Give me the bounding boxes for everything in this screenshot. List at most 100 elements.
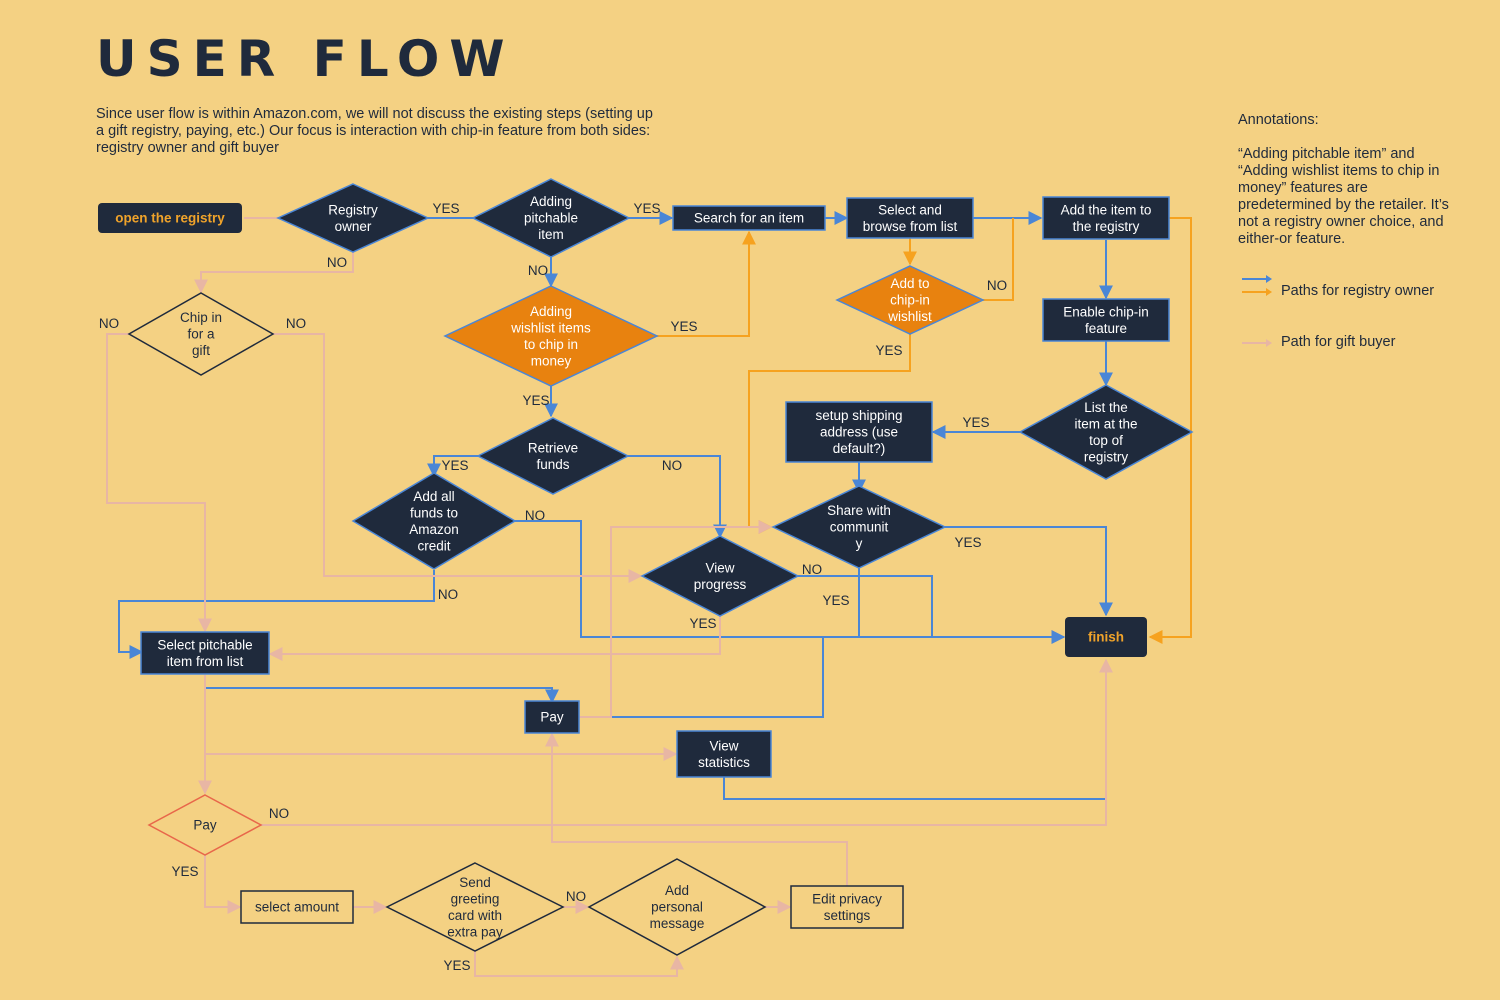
node-add-to-registry-label: the registry: [1073, 219, 1140, 234]
node-pay-buyer: Pay: [147, 794, 263, 856]
connector-blue: [427, 455, 478, 478]
node-pay-buyer-shape: [147, 794, 263, 856]
node-edit-privacy-label: Edit privacy: [812, 891, 882, 906]
connector-orange: [1148, 217, 1192, 644]
node-search-item-label: Search for an item: [694, 211, 804, 226]
edge-label-yes: YES: [441, 458, 468, 473]
node-list-top-label: registry: [1084, 449, 1129, 464]
node-pay-buyer-label: Pay: [193, 818, 217, 833]
edge-label-yes: YES: [670, 319, 697, 334]
node-select-amount-label: select amount: [255, 900, 339, 915]
page-title: USER FLOW: [96, 30, 515, 88]
edge-label-no: NO: [802, 562, 822, 577]
edge-label-yes: YES: [875, 343, 902, 358]
node-add-to-registry: Add the item to the registry: [1042, 196, 1170, 240]
node-view-progress-label: View: [705, 560, 734, 575]
edge-label-no: NO: [528, 263, 548, 278]
node-registry-owner-label: owner: [335, 219, 372, 234]
node-retrieve-funds-label: funds: [536, 457, 569, 472]
node-add-funds-credit-label: credit: [417, 538, 450, 553]
node-enable-chipin-shape: [1042, 298, 1170, 342]
node-edit-privacy: Edit privacy settings: [790, 885, 904, 929]
node-registry-owner-shape: [276, 183, 430, 253]
node-send-greeting-label: card with: [448, 908, 502, 923]
node-open-registry-label: open the registry: [115, 211, 225, 226]
legend-owner: Paths for registry owner: [1281, 283, 1435, 299]
node-registry-owner-label: Registry: [328, 202, 378, 217]
node-select-pitchable-shape: [140, 631, 270, 675]
edge-label-no: NO: [438, 587, 458, 602]
edge-label-no: NO: [269, 806, 289, 821]
node-enable-chipin-label: feature: [1085, 321, 1127, 336]
connector-blue: [628, 455, 727, 539]
node-view-statistics: View statistics: [676, 730, 772, 778]
connector-pink: [261, 658, 1113, 826]
node-view-progress-shape: [640, 535, 800, 617]
node-search-item: Search for an item: [672, 205, 826, 231]
node-add-message-label: personal: [651, 900, 703, 915]
node-add-to-registry-label: Add the item to: [1061, 202, 1152, 217]
node-view-progress: View progress: [640, 535, 800, 617]
node-adding-pitchable-label: item: [538, 227, 564, 242]
node-list-top-label: item at the: [1074, 416, 1137, 431]
node-add-chipin-wishlist-shape: [835, 265, 985, 335]
connector-blue: [723, 777, 1106, 800]
node-view-progress-label: progress: [694, 577, 747, 592]
node-retrieve-funds-shape: [476, 417, 630, 495]
annotations-heading: Annotations:: [1238, 112, 1319, 128]
node-pay-owner-shape: [524, 700, 580, 734]
node-finish-shape: [1065, 617, 1147, 657]
connector-blue: [945, 526, 1113, 617]
node-finish-label: finish: [1088, 630, 1124, 645]
edge-label-yes: YES: [822, 593, 849, 608]
edge-label-yes: YES: [689, 616, 716, 631]
node-add-message-label: Add: [665, 883, 689, 898]
node-add-message-label: message: [650, 916, 705, 931]
node-edit-privacy-shape: [790, 885, 904, 929]
annotations-panel: Annotations: “Adding pitchable item” and…: [1238, 112, 1463, 265]
node-pay-owner: Pay: [524, 700, 580, 734]
edge-label-yes: YES: [171, 864, 198, 879]
edge-label-no: NO: [327, 255, 347, 270]
edge-label-no: NO: [566, 889, 586, 904]
node-list-top-label: List the: [1084, 400, 1128, 415]
node-select-browse-label: browse from list: [863, 219, 958, 234]
node-select-browse-shape: [846, 197, 974, 239]
node-view-statistics-label: View: [709, 738, 738, 753]
edge-label-yes: YES: [432, 201, 459, 216]
node-edit-privacy-label: settings: [824, 908, 871, 923]
node-open-registry: open the registry: [98, 203, 242, 233]
connector-pink: [552, 520, 773, 718]
node-send-greeting-label: Send: [459, 875, 491, 890]
node-add-chipin-wishlist-label: Add to: [890, 276, 929, 291]
edge-label-no: NO: [99, 316, 119, 331]
edge-label-no: NO: [987, 278, 1007, 293]
node-adding-wishlist-label: money: [531, 353, 572, 368]
node-add-funds-credit-label: funds to: [410, 505, 458, 520]
node-add-funds-credit-label: Add all: [413, 489, 454, 504]
node-share-community-shape: [771, 485, 947, 569]
edge-label-yes: YES: [522, 393, 549, 408]
edge-label-yes: YES: [962, 415, 989, 430]
connector-blue: [798, 575, 933, 637]
legend-buyer-icon: [1242, 339, 1272, 347]
node-share-community-label: communit: [830, 520, 889, 535]
edge-label-no: NO: [286, 316, 306, 331]
connector-blue: [580, 637, 824, 718]
node-select-pitchable-label: Select pitchable: [157, 637, 252, 652]
edge-label-no: NO: [525, 508, 545, 523]
node-adding-pitchable-label: Adding: [530, 194, 572, 209]
node-retrieve-funds-label: Retrieve: [528, 440, 578, 455]
node-chip-in-gift-label: for a: [187, 327, 215, 342]
node-send-greeting-label: greeting: [451, 891, 500, 906]
connector-blue: [205, 687, 559, 704]
node-add-message-shape: [587, 858, 767, 956]
node-select-pitchable-label: item from list: [167, 654, 244, 669]
node-list-top-shape: [1018, 384, 1194, 480]
